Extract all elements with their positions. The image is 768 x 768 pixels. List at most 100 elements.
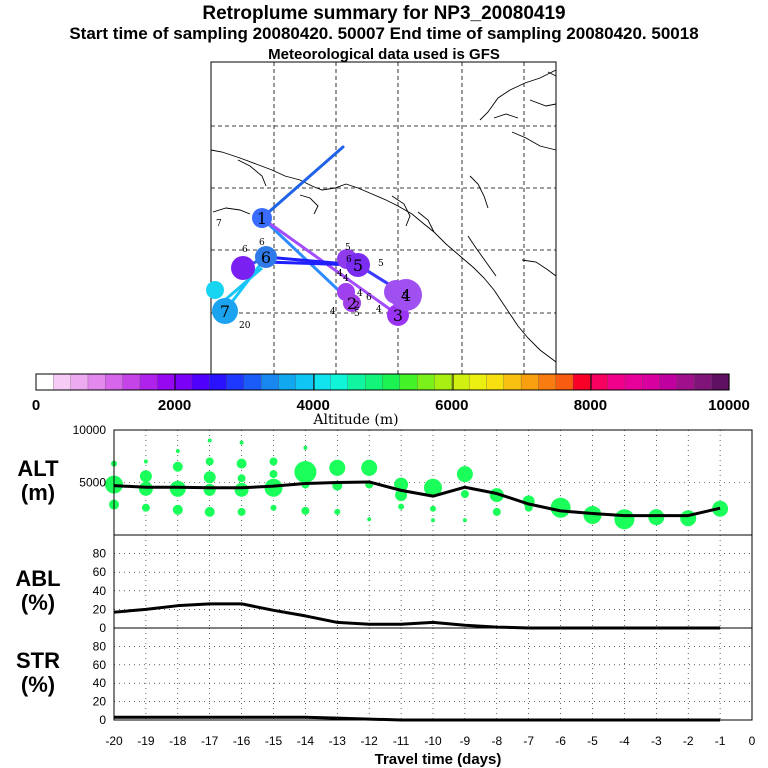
y-tick-label: 80 bbox=[93, 547, 107, 561]
x-tick-label: -13 bbox=[329, 734, 347, 748]
trajectory-small-label: 4 bbox=[376, 305, 382, 315]
x-tick-label: -8 bbox=[491, 734, 502, 748]
colorbar-cell bbox=[174, 373, 193, 391]
alt-point bbox=[138, 481, 153, 496]
trajectory-small-label: 5 bbox=[354, 309, 360, 319]
alt-panel-label: ALT bbox=[17, 456, 59, 481]
x-tick-label: -4 bbox=[619, 734, 630, 748]
trajectory-marker-label: 4 bbox=[401, 286, 411, 305]
x-tick-label: -12 bbox=[361, 734, 379, 748]
colorbar-tick-label: 10000 bbox=[708, 397, 750, 414]
alt-point bbox=[236, 458, 247, 469]
colorbar-cell bbox=[53, 373, 72, 391]
trajectory-marker bbox=[252, 208, 272, 228]
alt-point bbox=[550, 497, 571, 518]
alt-point bbox=[301, 506, 310, 515]
trajectory-segment bbox=[260, 145, 345, 220]
trajectory-small-label: 4 bbox=[330, 307, 336, 317]
alt-point bbox=[264, 478, 283, 497]
colorbar-cell bbox=[538, 373, 557, 391]
colorbar-tick-label: 6000 bbox=[435, 397, 468, 414]
str-panel-unit: (%) bbox=[21, 672, 55, 697]
trajectory-bubble bbox=[231, 256, 255, 280]
trajectory-segment bbox=[224, 266, 263, 302]
alt-point bbox=[175, 449, 180, 453]
colorbar-cell bbox=[416, 373, 436, 391]
trajectory-marker-label: 5 bbox=[353, 256, 363, 275]
trajectory-marker bbox=[346, 253, 370, 277]
x-tick-label: -3 bbox=[651, 734, 662, 748]
colorbar-cells bbox=[35, 373, 730, 391]
colorbar-cell bbox=[87, 373, 106, 391]
x-tick-label: -2 bbox=[683, 734, 694, 748]
sampling-times: Start time of sampling 20080420. 50007 E… bbox=[69, 24, 699, 43]
met-data-note: Meteorological data used is GFS bbox=[268, 46, 500, 63]
alt-point bbox=[207, 438, 212, 443]
trajectory-small-label: 6 bbox=[242, 245, 248, 255]
y-tick-label: 20 bbox=[93, 602, 107, 616]
alt-scatter-points bbox=[105, 438, 729, 530]
alt-point bbox=[460, 490, 469, 499]
trajectory-marker bbox=[212, 298, 238, 324]
alt-point bbox=[424, 478, 442, 497]
x-tick-label: -14 bbox=[297, 734, 315, 748]
colorbar-cell bbox=[226, 373, 245, 391]
alt-point bbox=[680, 510, 697, 527]
x-tick-label: -19 bbox=[137, 734, 155, 748]
chart-title: Retroplume summary for NP3_20080419 bbox=[202, 3, 566, 24]
trajectory-small-label: 6 bbox=[346, 255, 352, 265]
colorbar-cell bbox=[347, 373, 366, 391]
alt-point bbox=[492, 507, 501, 516]
trajectory-marker bbox=[343, 294, 361, 312]
alt-point bbox=[234, 482, 249, 497]
colorbar-cell bbox=[243, 373, 262, 391]
series-line bbox=[113, 602, 721, 630]
y-tick-label: 5000 bbox=[79, 476, 106, 490]
alt-point bbox=[237, 474, 246, 483]
colorbar-tick-label: 0 bbox=[32, 397, 40, 414]
alt-point bbox=[204, 506, 215, 517]
colorbar-cell bbox=[365, 373, 384, 391]
alt-point bbox=[269, 457, 278, 466]
colorbar-cell bbox=[399, 373, 418, 391]
trajectory-marker-label: 7 bbox=[220, 302, 230, 321]
trajectory-segment bbox=[260, 216, 400, 317]
trajectory-small-label: 5 bbox=[402, 292, 408, 302]
x-tick-label: -9 bbox=[460, 734, 471, 748]
colorbar-cell bbox=[659, 373, 678, 391]
trajectory-marker-label: 6 bbox=[261, 248, 271, 267]
alt-point bbox=[462, 518, 467, 523]
abl-panel-unit: (%) bbox=[21, 590, 55, 615]
colorbar-cell bbox=[676, 373, 696, 391]
str-panel-label: STR bbox=[16, 648, 60, 673]
x-tick-label: -10 bbox=[424, 734, 442, 748]
y-tick-label: 80 bbox=[93, 639, 107, 653]
trajectory-small-label: 5 bbox=[345, 243, 351, 253]
colorbar-cell bbox=[572, 373, 592, 391]
x-tick-label: -17 bbox=[201, 734, 219, 748]
alt-point bbox=[239, 440, 244, 445]
colorbar-cell bbox=[607, 373, 626, 391]
y-tick-label: 60 bbox=[93, 658, 107, 672]
trajectory-marker-label: 2 bbox=[347, 294, 357, 313]
alt-point bbox=[143, 459, 148, 464]
colorbar-cell bbox=[486, 373, 505, 391]
colorbar-cell bbox=[555, 373, 574, 391]
colorbar-cell bbox=[313, 373, 332, 391]
series-line bbox=[113, 480, 721, 518]
alt-point bbox=[169, 480, 186, 497]
alt-point bbox=[334, 508, 341, 515]
x-tick-label: -18 bbox=[169, 734, 187, 748]
panel-y-tick-labels: 10000 5000 80 60 40 20 0 80 60 40 20 0 bbox=[73, 423, 107, 727]
colorbar-cell bbox=[468, 373, 488, 391]
colorbar-tick-labels: 0 2000 4000 6000 8000 10000 bbox=[32, 397, 750, 414]
colorbar-tick-label: 8000 bbox=[574, 397, 607, 414]
alt-point bbox=[172, 504, 183, 515]
colorbar-axis-label: Altitude (m) bbox=[312, 412, 398, 428]
alt-point bbox=[269, 470, 278, 479]
trajectory-small-label: 4 bbox=[357, 289, 363, 299]
